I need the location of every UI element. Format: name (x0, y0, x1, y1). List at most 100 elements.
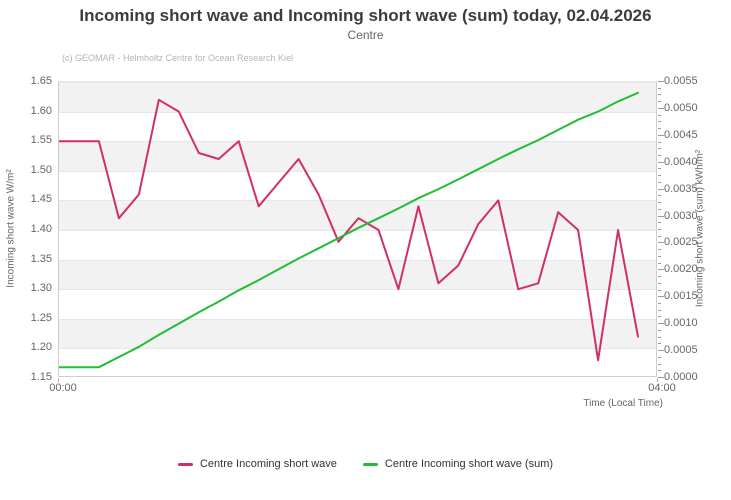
right-axis-major-tick (658, 377, 664, 378)
left-axis-tick-label: 1.45 (30, 193, 52, 206)
series-line-0[interactable] (59, 98, 639, 362)
gridline (59, 170, 656, 172)
legend-item-label: Centre Incoming short wave (199, 458, 337, 470)
copyright-watermark: (c) GEOMAR - Helmholtz Centre for Ocean … (62, 53, 294, 63)
x-axis-tick-label: 00:00 (49, 382, 77, 394)
x-axis-tick-mark (657, 378, 658, 382)
left-axis-tick-label: 1.25 (30, 311, 52, 324)
x-axis-title: Time (Local Time) (583, 398, 663, 409)
legend-item-label: Centre Incoming short wave (sum) (384, 458, 554, 470)
right-axis-tick-label: 0.0035 (664, 182, 698, 195)
right-axis-tick-label: 0.0030 (664, 209, 698, 222)
right-axis-minor-tick (658, 343, 661, 345)
right-axis-minor-tick (658, 329, 661, 331)
right-axis-minor-tick (658, 148, 661, 150)
right-axis-major-tick (658, 215, 664, 217)
right-axis-minor-tick (658, 87, 661, 89)
right-axis-minor-tick (658, 276, 661, 278)
gridline (59, 111, 656, 113)
right-axis-minor-tick (658, 316, 661, 318)
plot-band (59, 141, 656, 171)
right-axis-minor-tick (658, 155, 661, 156)
right-axis-tick-label: 0.0025 (664, 236, 698, 249)
right-axis-minor-tick (658, 114, 661, 116)
gridline (59, 230, 656, 231)
plot-band (59, 318, 656, 349)
right-axis-minor-tick (658, 249, 661, 251)
right-axis-tick-label: 0.0040 (664, 155, 698, 168)
plot-band (59, 259, 656, 290)
right-axis-title: Incoming short wave (sum) kWh/m² (694, 149, 706, 308)
right-axis-minor-tick (658, 175, 661, 177)
right-axis-major-tick (658, 269, 664, 271)
right-axis-major-tick (658, 296, 664, 298)
left-axis-tick-label: 1.65 (30, 75, 52, 87)
gridline (59, 259, 656, 261)
right-axis-minor-tick (658, 168, 661, 170)
right-axis-minor-tick (658, 282, 661, 284)
right-axis-minor-tick (658, 336, 661, 338)
right-axis-minor-tick (658, 262, 661, 264)
right-axis-tick-label: 0.0045 (664, 128, 698, 141)
right-axis-minor-tick (658, 363, 661, 365)
plot-band (59, 82, 656, 112)
left-axis-tick-label: 1.30 (30, 282, 52, 295)
left-axis-tick-label: 1.15 (30, 371, 52, 383)
right-axis-minor-tick (658, 356, 661, 358)
right-axis-minor-tick (658, 121, 661, 123)
right-axis-minor-tick (658, 202, 661, 204)
right-axis-minor-tick (658, 309, 661, 311)
right-axis-minor-tick (658, 289, 661, 291)
right-axis-major-tick (658, 161, 664, 163)
right-axis-tick-label: 0.0020 (664, 263, 698, 276)
right-axis-minor-tick (658, 195, 661, 197)
series-line-1[interactable] (59, 91, 639, 369)
series-layer (59, 91, 639, 369)
right-axis-tick-label: 0.0000 (664, 371, 698, 383)
right-axis-minor-tick (658, 101, 661, 103)
right-axis-tick-label: 0.0050 (664, 101, 698, 114)
gridline (59, 348, 656, 350)
plot-area[interactable] (58, 81, 657, 377)
right-axis-minor-tick (658, 141, 661, 143)
left-axis-title: Incoming short wave W/m² (5, 169, 17, 288)
legend: Centre Incoming short wave Centre Incomin… (0, 458, 731, 470)
x-axis-tick-mark (58, 378, 59, 382)
gridline (59, 318, 656, 320)
right-axis-minor-tick (658, 208, 661, 210)
right-axis-tick-label: 0.0005 (664, 344, 698, 357)
right-axis-minor-tick (658, 235, 661, 237)
left-axis-tick-label: 1.20 (30, 341, 52, 354)
right-axis-minor-tick (658, 229, 661, 230)
gridline (59, 82, 656, 83)
left-axis-tick-label: 1.55 (30, 134, 52, 147)
left-axis-tick-label: 1.40 (30, 223, 52, 235)
right-axis-minor-tick (658, 370, 661, 372)
left-axis-tick-label: 1.60 (30, 104, 52, 117)
right-axis-minor-tick (658, 94, 661, 96)
right-axis-minor-tick (658, 303, 661, 304)
gridline (59, 289, 656, 291)
legend-line-marker-icon (177, 462, 193, 466)
right-axis-tick-label: 0.0010 (664, 317, 698, 330)
right-axis-major-tick (658, 188, 664, 190)
left-axis-tick-label: 1.50 (30, 163, 52, 176)
left-axis-tick-label: 1.35 (30, 252, 52, 265)
right-axis-major-tick (658, 350, 664, 352)
x-axis-tick-label: 04:00 (648, 382, 676, 394)
legend-item-0[interactable]: Centre Incoming short wave (177, 458, 337, 470)
right-axis-tick-label: 0.0055 (664, 75, 698, 87)
right-axis-minor-tick (658, 222, 661, 224)
right-axis-major-tick (658, 323, 664, 325)
chart-title: Incoming short wave and Incoming short w… (79, 6, 652, 25)
gridline (59, 141, 656, 143)
right-axis-minor-tick (658, 181, 661, 183)
legend-item-1[interactable]: Centre Incoming short wave (sum) (362, 458, 554, 470)
right-axis-minor-tick (658, 255, 661, 257)
right-axis-tick-label: 0.0015 (664, 290, 698, 303)
right-axis-major-tick (658, 107, 664, 109)
chart-subtitle: Centre (347, 28, 384, 42)
right-axis-major-tick (658, 81, 664, 82)
right-axis-major-tick (658, 242, 664, 244)
legend-line-marker-icon (362, 462, 378, 466)
